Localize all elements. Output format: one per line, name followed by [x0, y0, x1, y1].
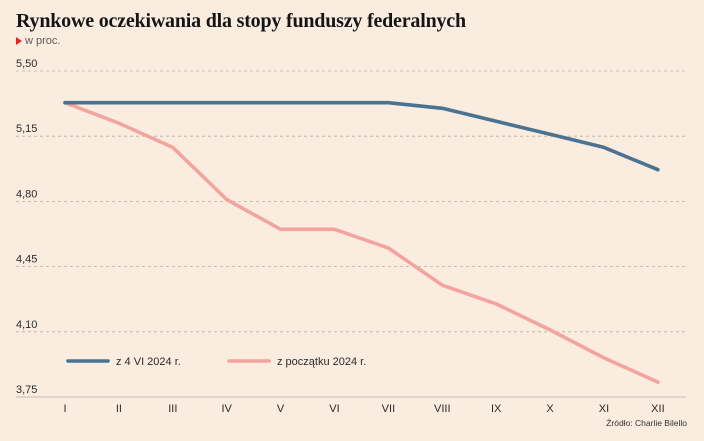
y-tick-label: 5,15	[16, 123, 37, 135]
x-tick-label: VII	[382, 403, 395, 415]
grid-lines	[16, 70, 686, 398]
x-tick-label: III	[168, 403, 177, 415]
x-tick-label: IV	[221, 403, 232, 415]
unit-text: w proc.	[25, 35, 61, 47]
series-lines	[63, 100, 660, 384]
triangle-marker-icon	[16, 37, 22, 45]
source-note: Źródło: Charlie Bilello	[606, 418, 687, 428]
x-tick-label: V	[277, 403, 285, 415]
x-tick-label: XII	[651, 403, 664, 415]
x-tick-label: X	[546, 403, 554, 415]
y-tick-label: 4,10	[16, 319, 37, 331]
y-axis-ticks: 5,50 5,15 4,80 4,45 4,10 3,75	[16, 58, 37, 396]
x-tick-label: I	[63, 403, 66, 415]
x-tick-label: II	[116, 403, 122, 415]
series-line-1	[63, 100, 660, 172]
x-tick-label: IX	[491, 403, 502, 415]
y-tick-label: 4,45	[16, 254, 37, 266]
x-tick-label: VI	[329, 403, 339, 415]
legend-label: z 4 VI 2024 r.	[116, 356, 181, 368]
y-tick-label: 3,75	[16, 384, 37, 396]
series-line-2	[63, 100, 660, 384]
x-axis-ticks: I II III IV V VI VII VIII IX X XI XII	[63, 403, 664, 415]
chart-title: Rynkowe oczekiwania dla stopy funduszy f…	[16, 10, 466, 32]
legend-label: z początku 2024 r.	[277, 356, 366, 368]
y-tick-label: 5,50	[16, 58, 37, 70]
chart-legend: z 4 VI 2024 r. z początku 2024 r.	[66, 356, 366, 368]
x-tick-label: XI	[599, 403, 609, 415]
unit-label: w proc.	[16, 35, 60, 47]
y-tick-label: 4,80	[16, 188, 37, 200]
x-tick-label: VIII	[434, 403, 451, 415]
